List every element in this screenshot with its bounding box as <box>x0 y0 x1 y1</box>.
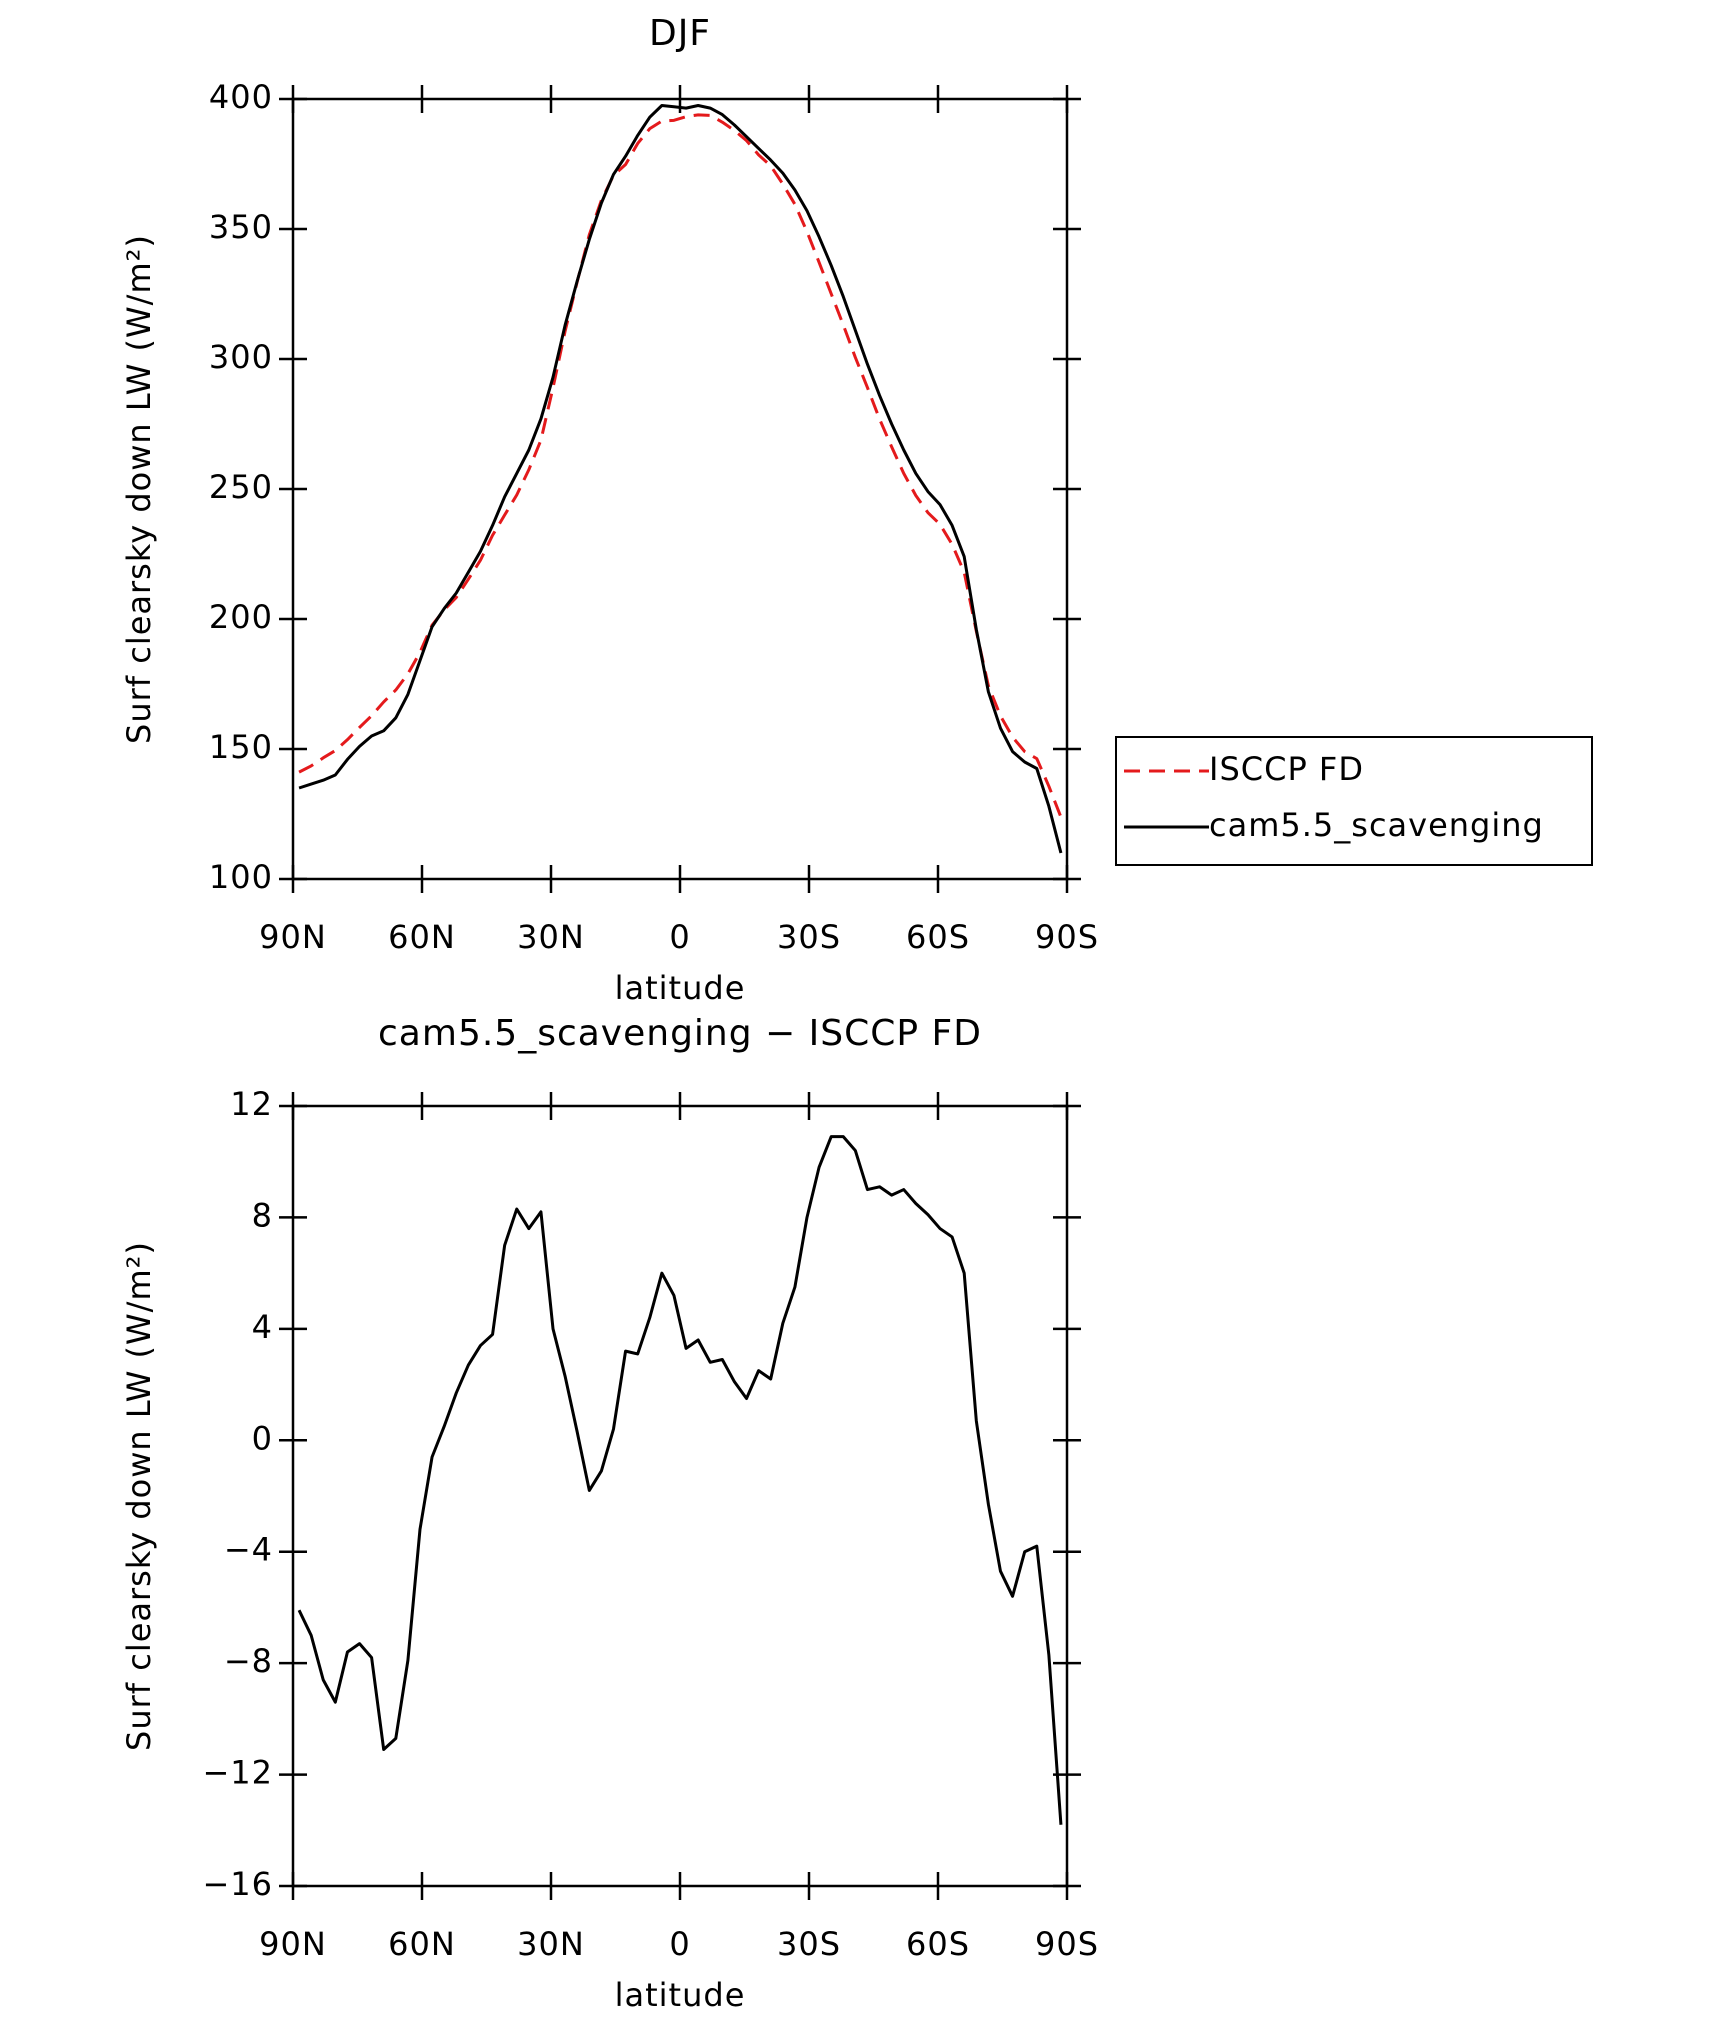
y-tick-label: 250 <box>209 468 273 506</box>
x-axis-label: latitude <box>615 969 746 1007</box>
y-tick-label: 300 <box>209 338 273 376</box>
chart-title: DJF <box>649 13 711 54</box>
legend-box <box>1115 736 1593 866</box>
x-tick-label: 30N <box>517 918 585 956</box>
plot-frame <box>291 97 1069 881</box>
y-tick-label: 400 <box>209 78 273 116</box>
x-tick-label: 90S <box>1035 1925 1099 1963</box>
data-line <box>298 104 1063 854</box>
x-axis-label: latitude <box>615 1976 746 2014</box>
x-tick-label: 30S <box>777 918 841 956</box>
x-tick-label: 0 <box>669 918 690 956</box>
y-tick-label: 350 <box>209 208 273 246</box>
chart-title: cam5.5_scavenging − ISCCP FD <box>378 1013 982 1054</box>
y-tick-label: 100 <box>209 858 273 896</box>
y-tick-label: 8 <box>252 1196 273 1234</box>
y-axis-label: Surf clearsky down LW (W/m²) <box>120 1241 158 1751</box>
x-tick-label: 90N <box>259 918 327 956</box>
x-tick-label: 90N <box>259 1925 327 1963</box>
y-tick-label: −4 <box>224 1531 273 1569</box>
x-tick-label: 0 <box>669 1925 690 1963</box>
legend-label: ISCCP FD <box>1209 750 1364 788</box>
y-tick-label: 4 <box>252 1308 273 1346</box>
data-line <box>298 113 1063 818</box>
x-tick-label: 60S <box>906 1925 970 1963</box>
data-line <box>297 1135 1063 1825</box>
y-tick-label: 0 <box>252 1419 273 1457</box>
y-tick-label: −16 <box>202 1865 273 1903</box>
plot-frame <box>291 1104 1069 1888</box>
x-tick-label: 30N <box>517 1925 585 1963</box>
y-tick-label: −12 <box>202 1754 273 1792</box>
x-tick-label: 60S <box>906 918 970 956</box>
y-tick-label: 12 <box>230 1085 273 1123</box>
y-axis-label: Surf clearsky down LW (W/m²) <box>120 234 158 744</box>
x-tick-label: 30S <box>777 1925 841 1963</box>
y-tick-label: 150 <box>209 728 273 766</box>
legend-label: cam5.5_scavenging <box>1209 806 1544 844</box>
y-tick-label: −8 <box>224 1642 273 1680</box>
y-tick-label: 200 <box>209 598 273 636</box>
x-tick-label: 60N <box>388 918 456 956</box>
x-tick-label: 90S <box>1035 918 1099 956</box>
x-tick-label: 60N <box>388 1925 456 1963</box>
